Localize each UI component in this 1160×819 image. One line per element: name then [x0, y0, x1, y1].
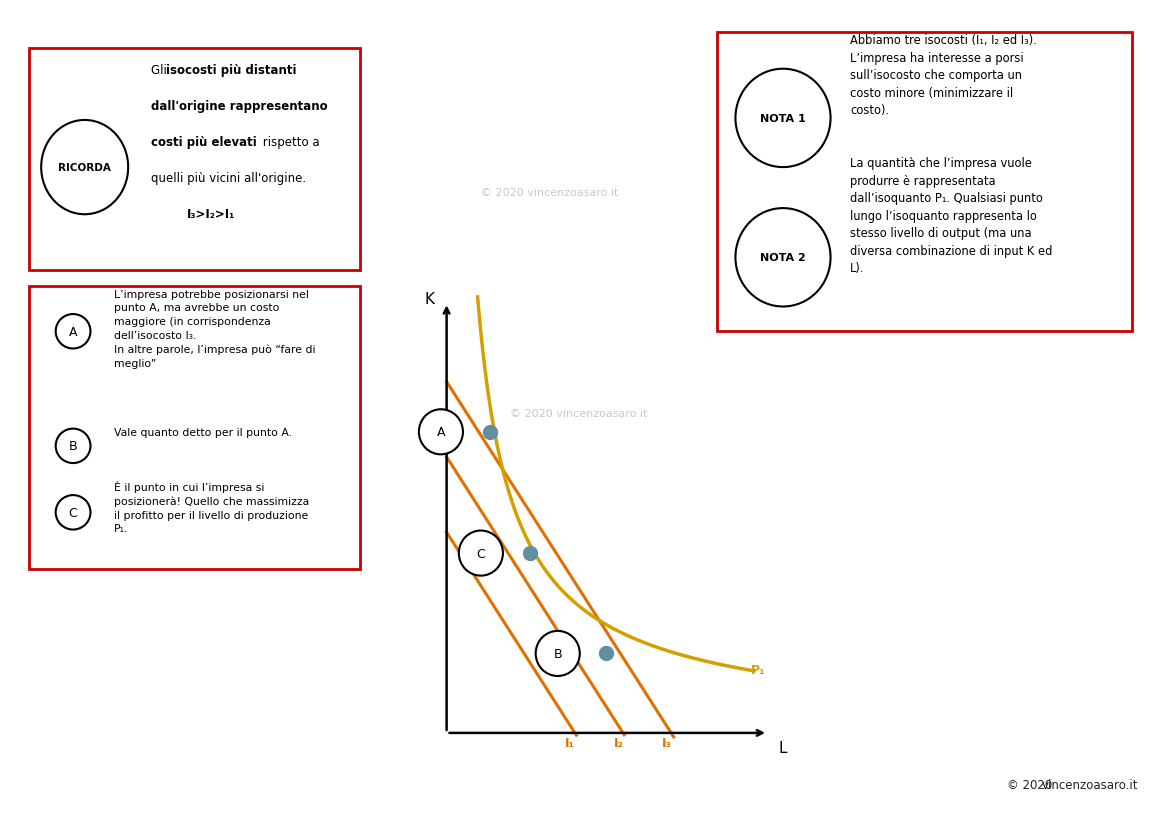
Text: vincenzoasaro.it: vincenzoasaro.it [1042, 778, 1138, 791]
Ellipse shape [459, 531, 503, 576]
Text: dall'origine rappresentano: dall'origine rappresentano [151, 100, 327, 113]
Ellipse shape [536, 631, 580, 676]
Text: A: A [68, 325, 78, 338]
Text: P₁: P₁ [752, 663, 766, 676]
Text: I₂: I₂ [614, 736, 623, 749]
Text: I₃>I₂>I₁: I₃>I₂>I₁ [187, 208, 235, 221]
Text: I₁: I₁ [565, 736, 575, 749]
Text: isocosti più distanti: isocosti più distanti [166, 64, 297, 77]
Text: K: K [425, 292, 434, 306]
Text: L’impresa potrebbe posizionarsi nel
punto A, ma avrebbe un costo
maggiore (in co: L’impresa potrebbe posizionarsi nel punt… [114, 289, 316, 368]
Text: B: B [68, 440, 78, 453]
Ellipse shape [56, 495, 90, 530]
Ellipse shape [419, 410, 463, 455]
Ellipse shape [41, 120, 128, 215]
Text: È il punto in cui l’impresa si
posizionerà! Quello che massimizza
il profitto pe: È il punto in cui l’impresa si posizione… [114, 480, 309, 534]
Text: A: A [436, 426, 445, 439]
Text: © 2020: © 2020 [1007, 778, 1056, 791]
Text: NOTA 1: NOTA 1 [760, 114, 806, 124]
Text: I₃: I₃ [661, 736, 672, 749]
Text: RICORDA: RICORDA [58, 163, 111, 173]
FancyBboxPatch shape [29, 287, 360, 569]
Text: Gli: Gli [151, 64, 171, 77]
Text: C: C [477, 547, 485, 560]
Text: costi più elevati: costi più elevati [151, 136, 256, 149]
Ellipse shape [735, 70, 831, 168]
Ellipse shape [735, 209, 831, 307]
Text: L: L [778, 740, 788, 755]
Ellipse shape [56, 314, 90, 349]
FancyBboxPatch shape [29, 49, 360, 270]
Text: © 2020 vincenzoasaro.it: © 2020 vincenzoasaro.it [481, 188, 618, 197]
Text: Abbiamo tre isocosti (I₁, I₂ ed I₃).
L’impresa ha interesse a porsi
sull’isocost: Abbiamo tre isocosti (I₁, I₂ ed I₃). L’i… [850, 34, 1037, 117]
Text: La quantità che l’impresa vuole
produrre è rappresentata
dall’isoquanto P₁. Qual: La quantità che l’impresa vuole produrre… [850, 156, 1052, 274]
Text: C: C [68, 506, 78, 519]
Ellipse shape [56, 429, 90, 464]
Text: Vale quanto detto per il punto A.: Vale quanto detto per il punto A. [114, 428, 291, 438]
Text: quelli più vicini all'origine.: quelli più vicini all'origine. [151, 172, 306, 185]
Text: rispetto a: rispetto a [259, 136, 319, 149]
FancyBboxPatch shape [717, 33, 1132, 332]
Text: NOTA 2: NOTA 2 [760, 253, 806, 263]
Text: © 2020 vincenzoasaro.it: © 2020 vincenzoasaro.it [510, 409, 647, 419]
Text: B: B [553, 647, 563, 660]
